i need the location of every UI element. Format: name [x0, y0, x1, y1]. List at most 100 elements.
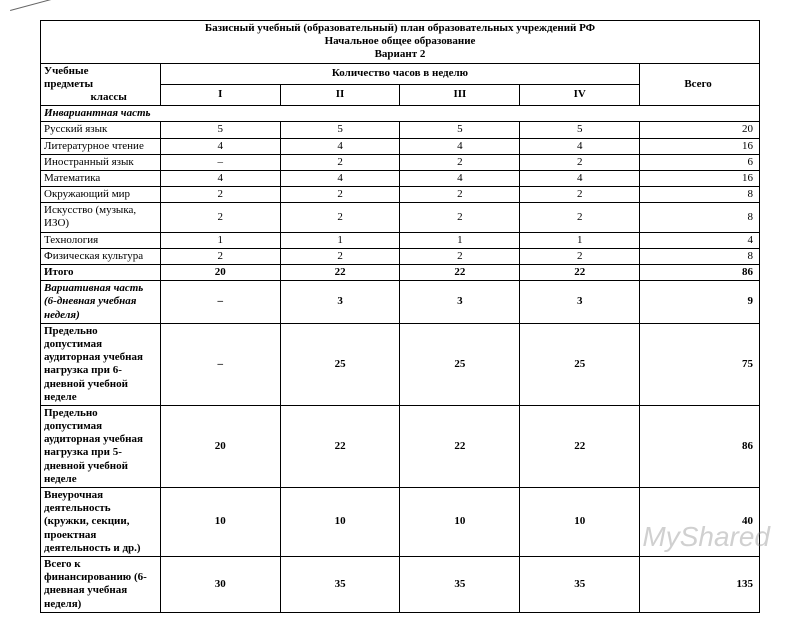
value-cell: 4 [160, 138, 280, 154]
title-line-3: Вариант 2 [375, 48, 426, 60]
value-cell: 20 [160, 405, 280, 487]
subject-cell: Внеурочная деятельность (кружки, секции,… [41, 488, 161, 557]
value-cell: 5 [280, 122, 400, 138]
value-cell: 22 [400, 265, 520, 281]
value-cell: 4 [400, 138, 520, 154]
subject-cell: Итого [41, 265, 161, 281]
col-i: I [160, 84, 280, 105]
subject-cell: Предельно допустимая аудиторная учебная … [41, 405, 161, 487]
total-cell: 135 [640, 556, 760, 612]
value-cell: 5 [520, 122, 640, 138]
table-row: Внеурочная деятельность (кружки, секции,… [41, 488, 760, 557]
col-ii: II [280, 84, 400, 105]
table-row: Вариативная часть (6-дневная учебная нед… [41, 281, 760, 324]
value-cell: 22 [400, 405, 520, 487]
total-cell: 75 [640, 323, 760, 405]
total-cell: 6 [640, 154, 760, 170]
subject-cell: Искусство (музыка, ИЗО) [41, 203, 161, 232]
table-row: Искусство (музыка, ИЗО)22228 [41, 203, 760, 232]
subject-cell: Технология [41, 232, 161, 248]
subjects-header-word1: Учебные [44, 65, 88, 77]
title-line-2: Начальное общее образование [325, 35, 476, 47]
subject-cell: Литературное чтение [41, 138, 161, 154]
classes-header: классы [44, 91, 157, 104]
total-cell: 16 [640, 138, 760, 154]
total-cell: 8 [640, 187, 760, 203]
value-cell: 35 [400, 556, 520, 612]
value-cell: 25 [400, 323, 520, 405]
table-row: Инвариантная часть [41, 106, 760, 122]
value-cell: 2 [400, 203, 520, 232]
value-cell: 3 [400, 281, 520, 324]
header-row-1: Учебные предметы классы Количество часов… [41, 63, 760, 84]
value-cell: 10 [160, 488, 280, 557]
subject-cell: Русский язык [41, 122, 161, 138]
table-row: Литературное чтение444416 [41, 138, 760, 154]
subject-cell: Иностранный язык [41, 154, 161, 170]
subject-cell: Окружающий мир [41, 187, 161, 203]
table-body: Инвариантная частьРусский язык555520Лите… [41, 106, 760, 613]
section-header: Инвариантная часть [41, 106, 760, 122]
value-cell: 1 [160, 232, 280, 248]
subject-cell: Предельно допустимая аудиторная учебная … [41, 323, 161, 405]
value-cell: 35 [280, 556, 400, 612]
value-cell: 2 [400, 248, 520, 264]
value-cell: 4 [400, 170, 520, 186]
total-cell: 86 [640, 405, 760, 487]
value-cell: 3 [280, 281, 400, 324]
value-cell: 4 [280, 170, 400, 186]
value-cell: 4 [160, 170, 280, 186]
table-row: Физическая культура22228 [41, 248, 760, 264]
value-cell: 2 [160, 248, 280, 264]
table-row: Предельно допустимая аудиторная учебная … [41, 405, 760, 487]
hours-header: Количество часов в неделю [160, 63, 639, 84]
value-cell: 2 [280, 154, 400, 170]
value-cell: 2 [520, 248, 640, 264]
value-cell: 22 [520, 405, 640, 487]
total-cell: 9 [640, 281, 760, 324]
total-cell: 4 [640, 232, 760, 248]
subject-cell: Физическая культура [41, 248, 161, 264]
corner-slash [10, 10, 80, 40]
value-cell: 10 [280, 488, 400, 557]
table-row: Русский язык555520 [41, 122, 760, 138]
value-cell: 25 [280, 323, 400, 405]
value-cell: 10 [520, 488, 640, 557]
total-cell: 40 [640, 488, 760, 557]
table-row: Технология11114 [41, 232, 760, 248]
value-cell: 5 [400, 122, 520, 138]
subjects-header-word2: предметы [44, 78, 93, 90]
subject-cell: Математика [41, 170, 161, 186]
col-iii: III [400, 84, 520, 105]
table-row: Иностранный язык–2226 [41, 154, 760, 170]
value-cell: 4 [280, 138, 400, 154]
subject-cell: Вариативная часть (6-дневная учебная нед… [41, 281, 161, 324]
curriculum-table: Базисный учебный (образовательный) план … [40, 20, 760, 613]
table-row: Предельно допустимая аудиторная учебная … [41, 323, 760, 405]
value-cell: 2 [280, 187, 400, 203]
total-cell: 8 [640, 203, 760, 232]
value-cell: 2 [280, 248, 400, 264]
value-cell: 30 [160, 556, 280, 612]
total-cell: 16 [640, 170, 760, 186]
title-row: Базисный учебный (образовательный) план … [41, 21, 760, 64]
value-cell: 22 [280, 265, 400, 281]
total-header: Всего [640, 63, 760, 106]
value-cell: 1 [280, 232, 400, 248]
total-cell: 20 [640, 122, 760, 138]
value-cell: 25 [520, 323, 640, 405]
value-cell: 22 [520, 265, 640, 281]
value-cell: 2 [160, 187, 280, 203]
value-cell: – [160, 323, 280, 405]
title-line-1: Базисный учебный (образовательный) план … [205, 22, 595, 34]
table-row: Всего к финансированию (6-дневная учебна… [41, 556, 760, 612]
value-cell: 2 [520, 187, 640, 203]
table-row: Окружающий мир22228 [41, 187, 760, 203]
value-cell: 3 [520, 281, 640, 324]
table-row: Итого2022222286 [41, 265, 760, 281]
total-cell: 86 [640, 265, 760, 281]
value-cell: 2 [400, 154, 520, 170]
value-cell: 1 [400, 232, 520, 248]
value-cell: 5 [160, 122, 280, 138]
table-row: Математика444416 [41, 170, 760, 186]
